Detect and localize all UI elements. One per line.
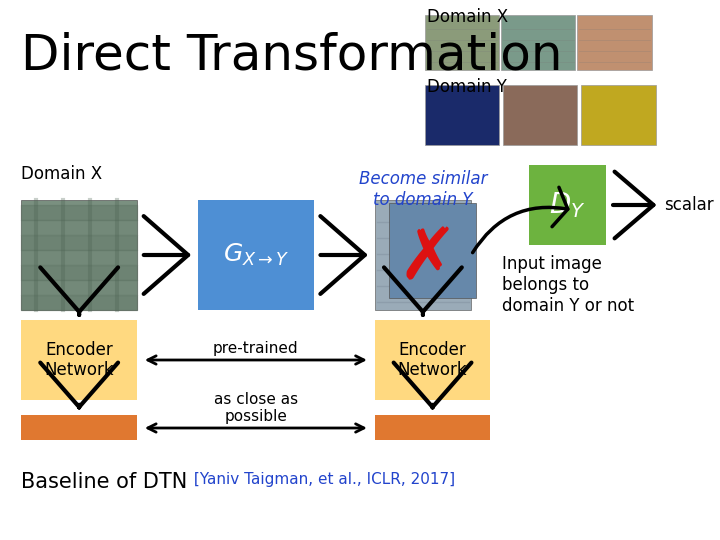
Text: Encoder
Network: Encoder Network [45,341,114,380]
FancyBboxPatch shape [374,415,490,440]
FancyBboxPatch shape [581,85,656,145]
Text: as close as
possible: as close as possible [214,392,298,424]
Text: [Yaniv Taigman, et al., ICLR, 2017]: [Yaniv Taigman, et al., ICLR, 2017] [189,472,455,487]
FancyBboxPatch shape [503,85,577,145]
Text: scalar: scalar [665,196,714,214]
FancyBboxPatch shape [22,200,137,310]
FancyBboxPatch shape [374,200,471,310]
Text: Input image
belongs to
domain Y or not: Input image belongs to domain Y or not [502,255,634,315]
Text: Direct Transformation: Direct Transformation [22,32,563,80]
Text: Become similar
to domain Y: Become similar to domain Y [359,170,487,209]
FancyBboxPatch shape [22,320,137,400]
FancyBboxPatch shape [577,15,652,70]
Text: Domain X: Domain X [22,165,102,183]
FancyBboxPatch shape [529,165,606,245]
FancyBboxPatch shape [425,15,499,70]
Text: $D_Y$: $D_Y$ [549,190,586,220]
Text: Baseline of DTN: Baseline of DTN [22,472,187,492]
FancyBboxPatch shape [425,85,499,145]
Text: $G_{X \rightarrow Y}$: $G_{X \rightarrow Y}$ [222,242,289,268]
FancyBboxPatch shape [501,15,575,70]
FancyBboxPatch shape [374,320,490,400]
Text: Encoder
Network: Encoder Network [397,341,467,380]
FancyBboxPatch shape [22,415,137,440]
FancyBboxPatch shape [389,203,476,298]
Text: Domain Y: Domain Y [427,78,507,96]
Text: Domain X: Domain X [427,8,508,26]
FancyBboxPatch shape [198,200,314,310]
Text: ✗: ✗ [397,226,458,294]
Text: pre-trained: pre-trained [213,341,299,356]
